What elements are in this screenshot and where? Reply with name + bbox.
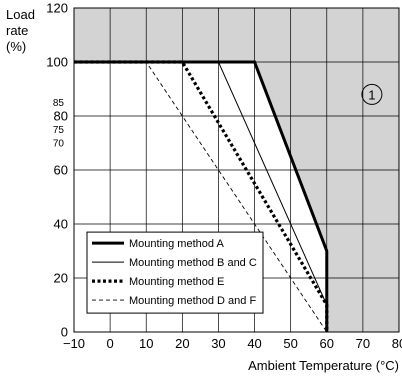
region-marker-circle: [361, 83, 383, 105]
legend-label: Mounting method D and F: [129, 295, 256, 307]
y-tick-label: 0: [61, 325, 68, 340]
legend: Mounting method A Mounting method B and C…: [86, 231, 264, 314]
region-marker-label: 1: [368, 87, 375, 102]
y-tick-label: 120: [46, 1, 68, 16]
series-line: [74, 61, 328, 333]
y-tick-label: 80: [54, 109, 68, 124]
y-axis-label: Load: [6, 7, 35, 22]
series-layer: [74, 60, 329, 333]
x-tick-label: −10: [63, 336, 85, 351]
x-tick-label: 50: [283, 336, 297, 351]
y-tick-label: 20: [54, 271, 68, 286]
shaded-region: [74, 8, 399, 332]
x-tick-label: 60: [320, 336, 334, 351]
legend-label: Mounting method E: [129, 276, 224, 288]
y-tick-label: 40: [54, 217, 68, 232]
y-axis-label: (%): [6, 39, 26, 54]
legend-label: Mounting method B and C: [129, 257, 257, 269]
x-tick-label: 20: [175, 336, 189, 351]
y-minor-tick-label: 85: [53, 98, 65, 109]
x-tick-label: 30: [211, 336, 225, 351]
x-tick-label: 40: [247, 336, 261, 351]
y-minor-tick-label: 70: [53, 139, 65, 150]
y-tick-label: 60: [54, 163, 68, 178]
x-tick-label: 70: [356, 336, 370, 351]
y-minor-tick-label: 75: [53, 125, 65, 136]
y-axis-label: rate: [6, 23, 28, 38]
x-tick-label: 0: [106, 336, 113, 351]
x-tick-label: 80: [392, 336, 402, 351]
x-axis-label: Ambient Temperature (°C): [248, 358, 399, 373]
legend-box: [86, 231, 264, 314]
plot-frame: [73, 7, 400, 333]
series-line: [74, 60, 329, 332]
y-tick-label: 100: [46, 55, 68, 70]
x-tick-label: 10: [139, 336, 153, 351]
legend-label: Mounting method A: [129, 238, 224, 250]
